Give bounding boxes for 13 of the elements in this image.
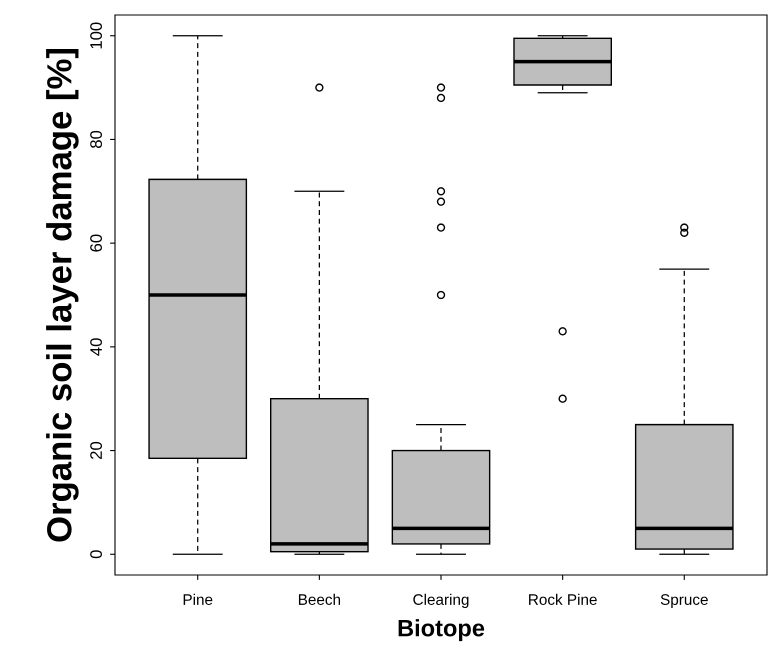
x-axis-title: Biotope [398,619,484,642]
y-tick-label: 0 [90,550,102,558]
x-tick-label: Spruce [660,594,708,608]
y-tick-label: 100 [90,22,102,48]
y-tick-label: 80 [90,130,102,148]
x-tick-label: Pine [184,594,212,605]
x-tick-label: Rock Pine [529,594,597,605]
y-tick-label: 20 [90,442,102,459]
y-axis-title: Organic soil layer damage [%] [46,48,79,542]
x-tick-label: Beech [298,594,340,605]
y-tick-label: 60 [90,234,102,252]
y-tick-label: 40 [90,338,102,356]
x-tick-label: Clearing [413,594,468,608]
